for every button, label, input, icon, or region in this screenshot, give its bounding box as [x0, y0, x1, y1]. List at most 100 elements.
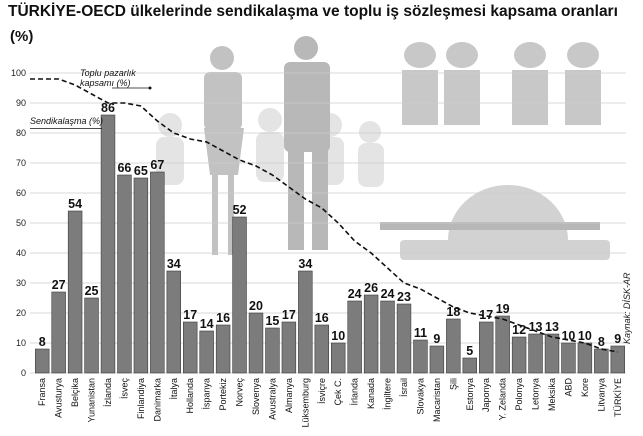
bar-value-label: 67	[150, 158, 164, 172]
legend: Toplu pazarlık kapsamı (%) Sendikalaşma (%…	[30, 68, 152, 129]
category-label: İsviçre	[317, 378, 327, 404]
bar	[429, 345, 445, 374]
source-note: Kaynak: DİSK-AR	[622, 272, 632, 344]
category-label: TÜRKİYE	[613, 378, 623, 417]
bar-value-label: 66	[117, 161, 131, 175]
bar	[561, 342, 576, 374]
category-label: Portekiz	[218, 378, 228, 411]
y-tick-label: 80	[16, 128, 26, 138]
category-label: ABD	[563, 378, 573, 397]
bar	[117, 174, 132, 374]
bar-value-label: 16	[315, 311, 329, 325]
bar-value-label: 20	[249, 299, 263, 313]
category-label: Y. Zelanda	[498, 378, 508, 420]
x-axis-labels: Fransa Avusturya Belçika Yunanistan İzlanda İ…	[37, 378, 623, 428]
bar	[183, 321, 198, 374]
category-label: İzlanda	[103, 378, 113, 407]
bar-value-label: 12	[512, 323, 526, 337]
y-tick-label: 50	[16, 218, 26, 228]
bar-value-label: 11	[414, 326, 427, 340]
bar	[67, 210, 83, 374]
bar-value-label: 9	[433, 332, 440, 346]
bar-value-label: 18	[446, 305, 460, 319]
bar-value-label: 13	[529, 320, 543, 334]
category-label: İspanya	[202, 378, 212, 410]
category-label: İrlanda	[350, 378, 360, 406]
bar	[281, 321, 297, 374]
bar-value-label: 17	[183, 308, 197, 322]
legend-line-label: Toplu pazarlık kapsamı (%)	[80, 68, 136, 88]
bar	[610, 345, 625, 374]
bar-value-label: 10	[578, 329, 592, 343]
y-tick-label: 100	[11, 68, 26, 78]
y-tick-label: 40	[16, 248, 26, 258]
bar-value-label: 17	[282, 308, 296, 322]
category-label: İsveç	[119, 378, 129, 400]
bar-value-label: 5	[466, 344, 473, 358]
bar-value-label: 34	[298, 257, 312, 271]
bar	[265, 327, 280, 374]
y-tick-label: 30	[16, 278, 26, 288]
bar	[347, 300, 362, 374]
bar-value-label: 24	[348, 287, 362, 301]
bar	[215, 324, 231, 374]
category-label: Avusturya	[54, 378, 64, 418]
bar-value-label: 26	[364, 281, 378, 295]
bar	[413, 339, 428, 374]
bar-value-label: 15	[265, 314, 279, 328]
construction-tools	[380, 185, 610, 260]
unit-label: (%)	[10, 28, 34, 45]
category-label: İngiltere	[383, 378, 393, 410]
category-label: Çek C.	[333, 378, 343, 406]
y-tick-label: 20	[16, 308, 26, 318]
bar	[594, 348, 609, 374]
legend-line-dot	[148, 86, 152, 90]
bar	[51, 291, 66, 374]
bar	[363, 294, 379, 374]
category-label: Avustralya	[267, 378, 277, 420]
category-label: Macaristan	[432, 378, 442, 422]
bar	[479, 321, 494, 374]
bar	[577, 342, 593, 374]
category-label: Norveç	[235, 378, 245, 407]
bar-value-label: 16	[216, 311, 230, 325]
bar	[84, 297, 99, 374]
category-label: Almanya	[284, 378, 294, 413]
category-label: Belçika	[70, 378, 80, 407]
category-label: Finlandiya	[136, 378, 146, 419]
bar	[298, 270, 313, 374]
category-label: Meksika	[547, 378, 557, 411]
bar-value-label: 9	[614, 332, 621, 346]
y-tick-label: 70	[16, 158, 26, 168]
bar	[248, 312, 264, 374]
bar-value-label: 14	[200, 317, 214, 331]
category-label: Hollanda	[185, 378, 195, 414]
y-tick-label: 90	[16, 98, 26, 108]
bar-value-label: 54	[68, 197, 82, 211]
bar-value-label: 65	[134, 164, 148, 178]
bar	[446, 318, 461, 374]
bar	[462, 357, 477, 374]
legend-bar-label: Sendikalaşma (%)	[30, 116, 103, 126]
category-label: Estonya	[465, 378, 475, 411]
chart-title: TÜRKİYE-OECD ülkelerinde sendikalaşma ve…	[8, 3, 618, 20]
bar	[35, 348, 50, 374]
category-label: Slovenya	[251, 378, 261, 415]
y-tick-label: 60	[16, 188, 26, 198]
workers-group	[402, 42, 601, 125]
bar-value-label: 19	[496, 302, 510, 316]
y-axis: 0 10 20 30 40 50 60 70 80 90 100	[11, 68, 26, 378]
category-label: Kanada	[366, 378, 376, 409]
category-label: Şili	[448, 378, 458, 390]
y-tick-label: 10	[16, 338, 26, 348]
bar	[199, 330, 214, 374]
category-label: Fransa	[37, 378, 47, 406]
category-label: Polonya	[514, 378, 524, 411]
category-label: Lüksemburg	[300, 378, 310, 428]
bar-value-label: 10	[331, 329, 345, 343]
bar	[396, 303, 412, 374]
bar	[314, 324, 329, 374]
